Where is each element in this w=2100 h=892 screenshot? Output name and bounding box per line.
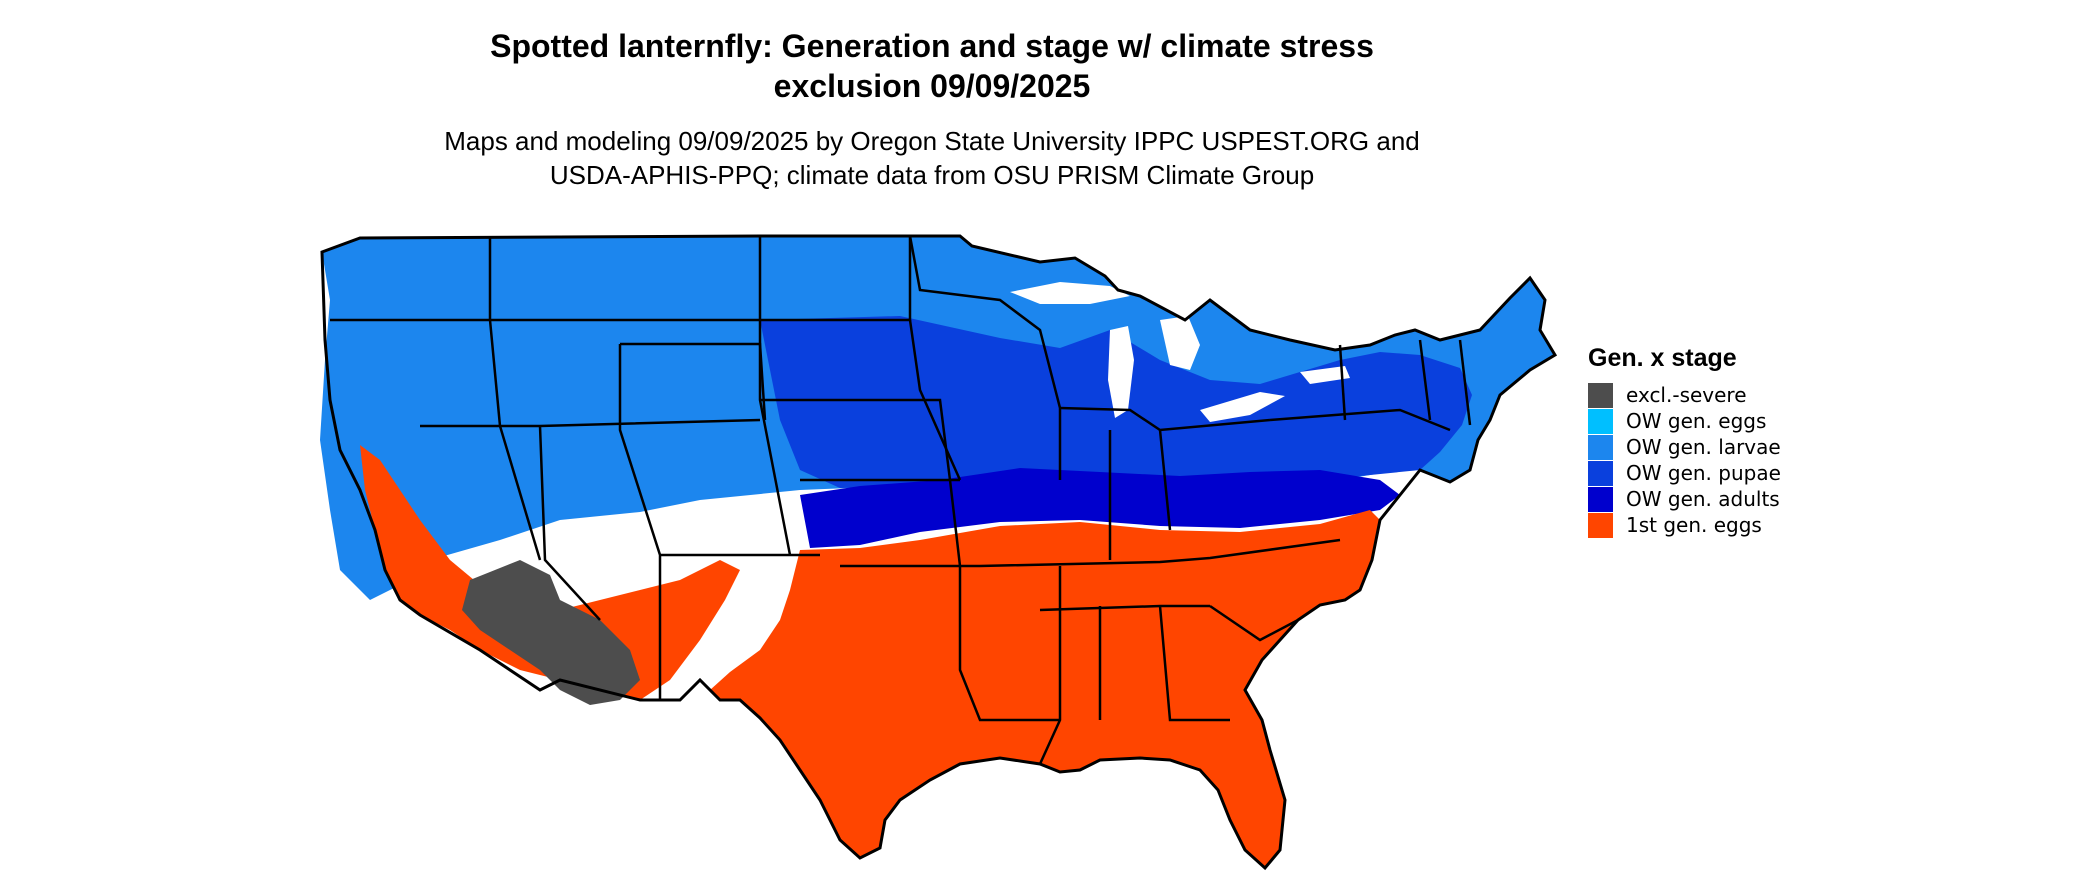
- lake-superior: [1010, 282, 1130, 304]
- legend-swatch: [1588, 486, 1613, 512]
- legend-item-ow-eggs: OW gen. eggs: [1588, 408, 1781, 434]
- region-southwest-eggs: [360, 445, 740, 700]
- legend-label: excl.-severe: [1626, 383, 1747, 407]
- legend-swatch: [1588, 408, 1613, 434]
- lake-erie: [1200, 392, 1285, 422]
- legend-swatch: [1588, 512, 1613, 538]
- subtitle-line-2: USDA-APHIS-PPQ; climate data from OSU PR…: [549, 160, 1315, 190]
- title-line-1: Spotted lanternfly: Generation and stage…: [490, 28, 1374, 64]
- legend-label: OW gen. eggs: [1626, 409, 1767, 433]
- legend-label: 1st gen. eggs: [1626, 513, 1762, 537]
- legend-item-excl-severe: excl.-severe: [1588, 382, 1781, 408]
- legend-swatch: [1588, 460, 1613, 486]
- title-line-2: exclusion 09/09/2025: [773, 68, 1091, 104]
- subtitle-line-1: Maps and modeling 09/09/2025 by Oregon S…: [444, 126, 1420, 156]
- us-map: [320, 234, 1558, 871]
- lake-huron: [1160, 316, 1200, 370]
- legend: Gen. x stage excl.-severe OW gen. eggs O…: [1588, 342, 1781, 538]
- state-boundaries: [330, 235, 1472, 765]
- legend-swatch: [1588, 434, 1613, 460]
- region-excluded-severe: [462, 560, 640, 705]
- map-title: Spotted lanternfly: Generation and stage…: [0, 26, 1864, 106]
- region-1st-gen-eggs: [710, 510, 1380, 868]
- legend-item-ow-larvae: OW gen. larvae: [1588, 434, 1781, 460]
- legend-item-ow-pupae: OW gen. pupae: [1588, 460, 1781, 486]
- legend-item-1st-gen-eggs: 1st gen. eggs: [1588, 512, 1781, 538]
- lake-michigan: [1108, 326, 1134, 418]
- legend-label: OW gen. adults: [1626, 487, 1780, 511]
- lake-ontario: [1300, 366, 1350, 384]
- legend-label: OW gen. larvae: [1626, 435, 1781, 459]
- legend-item-ow-adults: OW gen. adults: [1588, 486, 1781, 512]
- legend-swatch: [1588, 382, 1613, 408]
- map-subtitle: Maps and modeling 09/09/2025 by Oregon S…: [0, 124, 1864, 192]
- legend-label: OW gen. pupae: [1626, 461, 1781, 485]
- legend-title: Gen. x stage: [1588, 344, 1737, 372]
